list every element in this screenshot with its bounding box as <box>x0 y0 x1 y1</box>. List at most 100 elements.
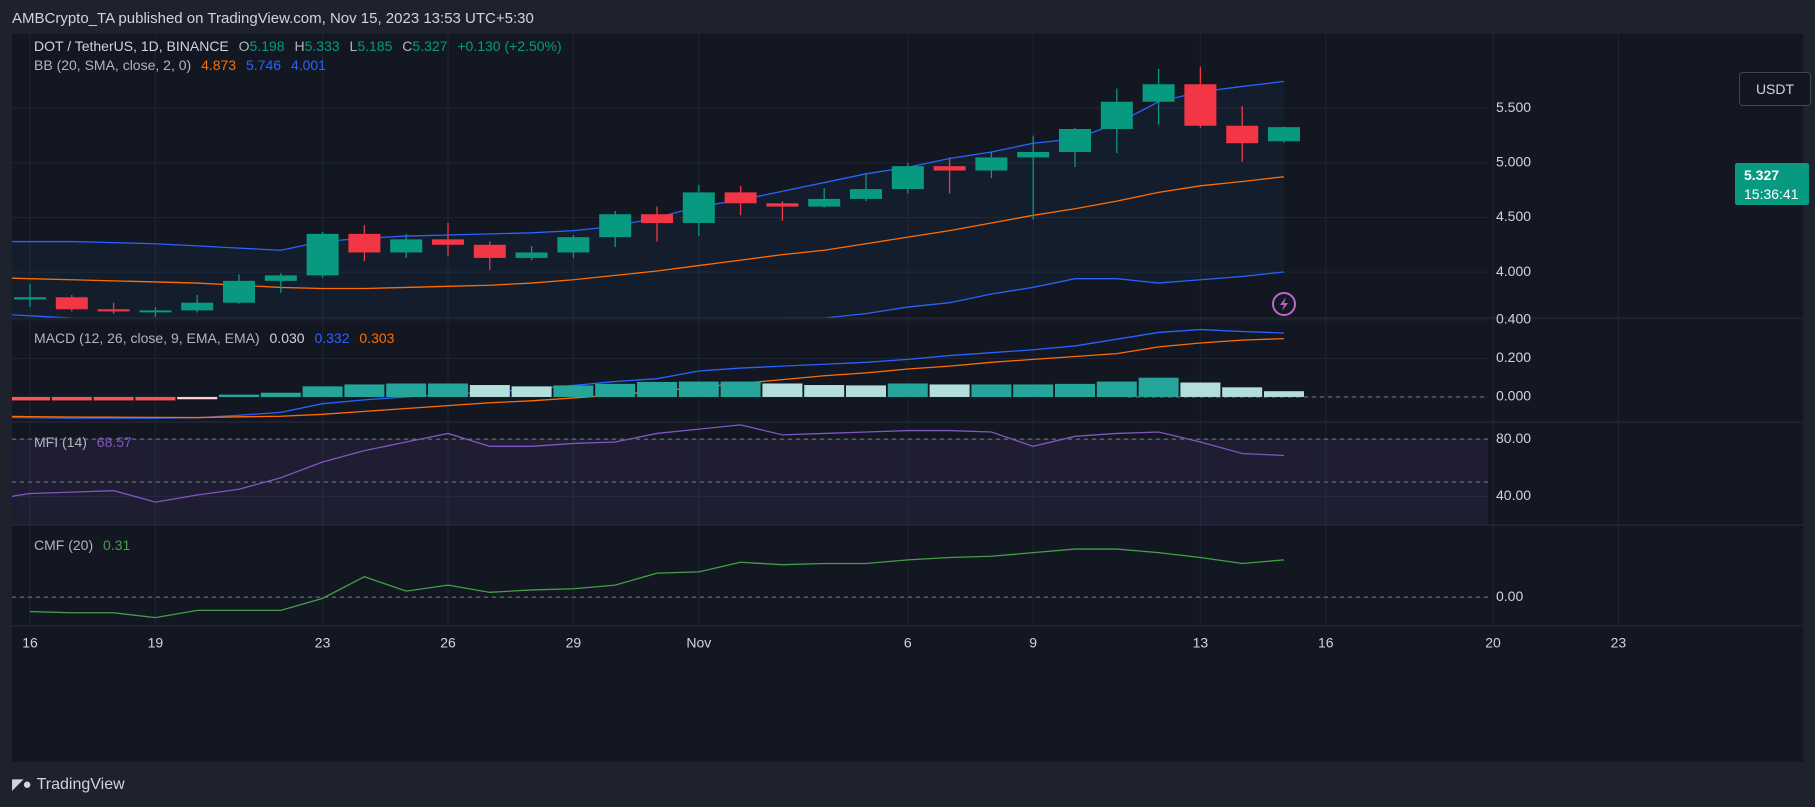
macd-label: MACD (12, 26, close, 9, EMA, EMA) <box>34 330 260 346</box>
macd-legend[interactable]: MACD (12, 26, close, 9, EMA, EMA) 0.030 … <box>34 330 400 346</box>
footer-brand: TradingView <box>36 776 125 793</box>
macd-hist-bar <box>511 386 552 397</box>
time-axis-tick-label: 9 <box>1029 635 1037 651</box>
macd-hist-bar <box>1013 384 1054 397</box>
candle-body <box>1226 125 1259 144</box>
flash-icon-bolt <box>1280 297 1288 311</box>
candle-body <box>1059 129 1091 152</box>
time-axis-tick-label: 26 <box>440 635 456 651</box>
cmf-line <box>29 548 1285 619</box>
time-axis-tick-label: 6 <box>904 635 912 651</box>
candle-body <box>264 275 297 281</box>
symbol-legend[interactable]: DOT / TetherUS, 1D, BINANCE O5.198 H5.33… <box>34 38 568 54</box>
close-label: C <box>402 38 413 54</box>
candle-body <box>933 166 966 171</box>
macd-hist-bar <box>637 381 677 397</box>
macd-hist-bar <box>887 383 928 397</box>
macd-hist-bar <box>428 383 468 397</box>
macd-hist-bar <box>553 385 594 397</box>
candle-body <box>181 302 214 311</box>
macd-hist-bar <box>929 384 970 397</box>
candle-body <box>682 192 715 223</box>
bar-countdown: 15:36:41 <box>1744 186 1799 202</box>
macd-hist-bar <box>1055 383 1095 397</box>
published-header: AMBCrypto_TA published on TradingView.co… <box>0 0 1815 34</box>
signal-line <box>12 337 1285 419</box>
macd-hist-bar <box>762 383 803 397</box>
macd-histogram <box>12 377 1304 401</box>
mfi-axis-tick-label: 80.00 <box>1496 430 1531 446</box>
footer[interactable]: ◤● TradingView <box>12 773 125 797</box>
high-value: 5.333 <box>304 38 340 54</box>
time-axis-tick-label: 16 <box>22 635 38 651</box>
macd-hist-bar <box>177 396 218 400</box>
mfi-label: MFI (14) <box>34 434 87 450</box>
candle-body <box>348 233 381 253</box>
alert-marker[interactable] <box>1272 292 1296 316</box>
bb-label: BB (20, SMA, close, 2, 0) <box>34 57 192 73</box>
bb-mid-line <box>12 176 1285 290</box>
macd-axis-tick-label: 0.200 <box>1496 349 1531 365</box>
high-label: H <box>294 38 305 54</box>
cmf-axis-tick-label: 0.00 <box>1496 588 1523 604</box>
time-axis-tick-label: 20 <box>1485 635 1501 651</box>
price-axis-tick-label: 4.500 <box>1496 208 1531 224</box>
low-value: 5.185 <box>357 38 393 54</box>
cmf-label: CMF (20) <box>34 537 94 553</box>
macd-hist-bar <box>1222 387 1263 397</box>
macd-signal-value: 0.303 <box>359 330 395 346</box>
candle-body <box>1100 101 1133 130</box>
bb-legend[interactable]: BB (20, SMA, close, 2, 0) 4.873 5.746 4.… <box>34 57 332 73</box>
mfi-value: 68.57 <box>96 434 132 450</box>
macd-hist-bar <box>344 384 385 397</box>
time-axis-tick-label: 29 <box>566 635 582 651</box>
price-axis-tick-label: 4.000 <box>1496 263 1531 279</box>
time-axis-tick-label: 19 <box>148 635 164 651</box>
candle-body <box>766 203 799 207</box>
low-label: L <box>349 38 358 54</box>
candle-body <box>557 237 590 253</box>
candle-body <box>14 297 46 300</box>
chart-canvas[interactable]: 4.000 4.500 5.000 5.500 0.000 0.200 0.400 40.00… <box>12 34 1803 762</box>
bb-lower-value: 4.001 <box>290 57 326 73</box>
candle-body <box>1017 151 1050 158</box>
currency-button[interactable]: USDT <box>1739 72 1811 106</box>
macd-hist-bar <box>804 385 845 397</box>
chart-area[interactable]: 4.000 4.500 5.000 5.500 0.000 0.200 0.400 40.00… <box>12 34 1811 762</box>
bb-mid-value: 4.873 <box>201 57 237 73</box>
candle-body <box>223 280 255 303</box>
cmf-value: 0.31 <box>103 537 131 553</box>
candle-body <box>641 214 673 223</box>
macd-line-value: 0.332 <box>314 330 350 346</box>
mfi-line <box>12 424 1285 503</box>
time-axis-tick-label: Nov <box>686 635 711 651</box>
macd-hist-bar <box>386 383 427 397</box>
time-axis-tick-label: 23 <box>315 635 331 651</box>
macd-hist-bar <box>1096 381 1137 397</box>
candle-body <box>1184 84 1217 126</box>
cmf-legend[interactable]: CMF (20) 0.31 <box>34 537 136 553</box>
time-axis-tick-label: 16 <box>1318 635 1334 651</box>
macd-hist-bar <box>1138 377 1179 397</box>
mfi-legend[interactable]: MFI (14) 68.57 <box>34 434 138 450</box>
pane-separators <box>12 317 1803 631</box>
candle-body <box>724 192 757 204</box>
macd-hist-bar <box>678 381 719 397</box>
time-axis-tick-label: 13 <box>1193 635 1209 651</box>
candle-body <box>97 309 130 312</box>
mfi-axis-tick-label: 40.00 <box>1496 487 1531 503</box>
candle-body <box>515 252 548 258</box>
candle-body <box>306 233 339 276</box>
last-price: 5.327 <box>1744 167 1780 183</box>
axis-labels: 4.000 4.500 5.000 5.500 0.000 0.200 0.400 40.00… <box>22 99 1626 651</box>
macd-hist-bar <box>260 392 301 397</box>
candle-body <box>1142 84 1175 102</box>
bb-upper-value: 5.746 <box>246 57 282 73</box>
macd-hist-bar <box>12 396 50 401</box>
bb-lower-line <box>12 271 1285 318</box>
candle-body <box>599 214 632 238</box>
macd-axis-tick-label: 0.400 <box>1496 311 1531 327</box>
macd-hist-bar <box>219 394 259 397</box>
macd-hist-bar <box>135 396 176 401</box>
close-value: 5.327 <box>412 38 448 54</box>
